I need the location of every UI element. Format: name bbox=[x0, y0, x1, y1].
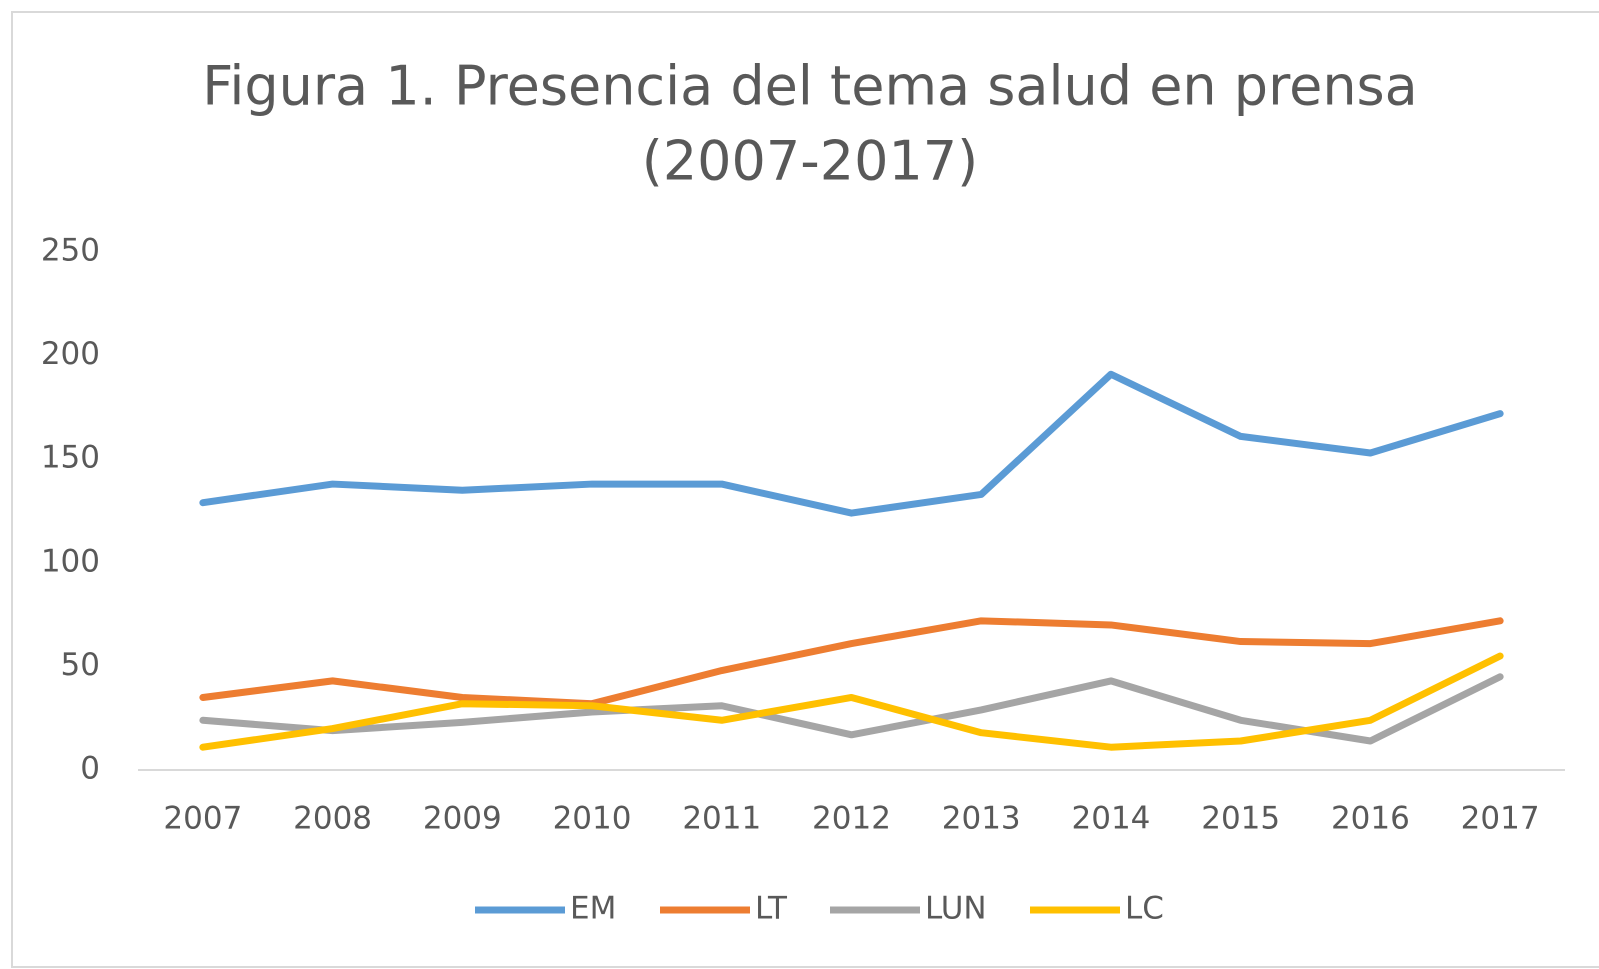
line-series bbox=[199, 673, 1504, 745]
x-tick-label: 2012 bbox=[812, 801, 891, 837]
legend-label: LT bbox=[755, 891, 788, 927]
x-tick-label: 2011 bbox=[682, 801, 761, 837]
x-tick-label: 2013 bbox=[942, 801, 1021, 837]
legend-label: EM bbox=[570, 891, 616, 927]
y-tick-label: 100 bbox=[41, 543, 100, 579]
y-tick-label: 50 bbox=[61, 647, 100, 683]
x-tick-label: 2009 bbox=[423, 801, 502, 837]
line-series bbox=[199, 617, 1504, 708]
line-series bbox=[199, 652, 1504, 751]
x-tick-label: 2014 bbox=[1072, 801, 1151, 837]
x-tick-label: 2015 bbox=[1201, 801, 1280, 837]
x-tick-label: 2008 bbox=[293, 801, 372, 837]
x-tick-label: 2010 bbox=[553, 801, 632, 837]
chart-subtitle: (2007-2017) bbox=[642, 130, 978, 193]
x-tick-label: 2017 bbox=[1461, 801, 1540, 837]
x-tick-label: 2016 bbox=[1331, 801, 1410, 837]
legend-label: LUN bbox=[925, 891, 987, 927]
y-tick-label: 250 bbox=[41, 233, 100, 269]
y-tick-label: 200 bbox=[41, 336, 100, 372]
line-series bbox=[199, 370, 1504, 517]
x-tick-label: 2007 bbox=[163, 801, 242, 837]
legend-label: LC bbox=[1125, 891, 1164, 927]
y-tick-label: 0 bbox=[80, 751, 100, 787]
y-tick-label: 150 bbox=[41, 440, 100, 476]
chart-title: Figura 1. Presencia del tema salud en pr… bbox=[202, 55, 1418, 118]
